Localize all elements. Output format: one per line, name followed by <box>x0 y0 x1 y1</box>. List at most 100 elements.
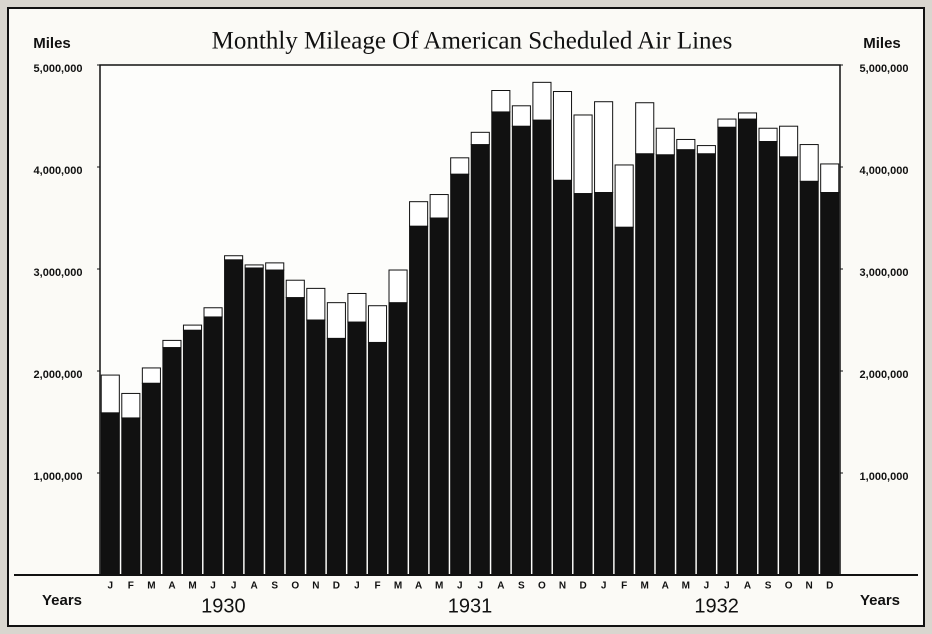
plot-area <box>99 64 841 576</box>
x-tick-label: M <box>641 581 649 592</box>
bar-segment <box>635 153 655 576</box>
x-tick-label: S <box>765 581 772 592</box>
y-tick-label: 5,000,000 <box>34 63 83 75</box>
x-tick-label: M <box>394 581 402 592</box>
bar-segment <box>820 163 840 194</box>
bar-segment <box>758 127 778 143</box>
bar-segment <box>779 156 799 576</box>
bar-segment <box>121 417 141 576</box>
x-tick-label: J <box>457 581 463 592</box>
bar-segment <box>285 279 305 299</box>
x-tick-label: A <box>662 581 669 592</box>
y-tick-label: 3,000,000 <box>34 267 83 279</box>
bar-segment <box>347 292 367 323</box>
x-tick-label: J <box>477 581 483 592</box>
x-tick-label: J <box>231 581 237 592</box>
bar-segment <box>182 329 203 576</box>
bar-segment <box>594 101 614 193</box>
bar-segment <box>306 319 326 576</box>
x-axis-label: Years <box>42 592 82 609</box>
x-tick-label: O <box>291 581 299 592</box>
bar-segment <box>141 382 161 576</box>
x-tick-label: F <box>374 581 380 592</box>
bar-segment <box>737 118 758 576</box>
y2-tick-label: 2,000,000 <box>860 369 909 381</box>
bar-segment <box>552 91 573 181</box>
x-tick-label: F <box>621 581 627 592</box>
bar-segment <box>244 264 264 269</box>
x-tick-label: A <box>168 581 175 592</box>
x-tick-label: M <box>188 581 196 592</box>
x-tick-label: D <box>333 581 340 592</box>
x-tick-label: D <box>826 581 833 592</box>
y-tick-label: 2,000,000 <box>34 369 83 381</box>
y-tick-label: 4,000,000 <box>34 165 83 177</box>
y2-tick-label: 4,000,000 <box>860 165 909 177</box>
x-tick-label: N <box>312 581 319 592</box>
x-tick-label: F <box>128 581 134 592</box>
bar-segment <box>409 225 429 576</box>
x-tick-label: O <box>785 581 793 592</box>
bar-segment <box>141 367 161 384</box>
x-tick-label: S <box>271 581 278 592</box>
bar-segment <box>326 302 346 339</box>
bar-segment <box>182 324 203 331</box>
y2-tick-label: 5,000,000 <box>860 63 909 75</box>
x-tick-label: S <box>518 581 525 592</box>
bar-segment <box>573 193 593 576</box>
bar-segment <box>121 392 141 419</box>
x-tick-label: M <box>682 581 690 592</box>
bar-segment <box>614 226 634 576</box>
bar-segment <box>429 217 449 576</box>
bar-segment <box>511 125 531 576</box>
bar-segment <box>100 374 120 414</box>
x-tick-label: D <box>579 581 586 592</box>
bar-segment <box>224 255 244 261</box>
bar-segment <box>326 337 346 576</box>
x-tick-label: N <box>806 581 813 592</box>
bar-segment <box>450 157 470 175</box>
bar-segment <box>450 173 470 576</box>
bar-segment <box>470 131 490 146</box>
bar-segment <box>388 302 408 576</box>
bar-segment <box>676 149 696 576</box>
x-tick-label: A <box>497 581 504 592</box>
x-tick-label: J <box>704 581 710 592</box>
bar-segment <box>655 127 675 156</box>
bar-segment <box>429 194 449 219</box>
bar-segment <box>347 321 367 576</box>
x-tick-label: M <box>147 581 155 592</box>
bar-segment <box>676 138 696 151</box>
bar-segment <box>820 192 840 576</box>
x-tick-label: J <box>107 581 113 592</box>
bar-segment <box>573 114 593 195</box>
x-tick-label: A <box>744 581 751 592</box>
x-tick-label: N <box>559 581 566 592</box>
bar-segment <box>244 267 264 576</box>
bar-segment <box>162 347 182 576</box>
y-axis-label: Miles <box>33 35 71 52</box>
bar-segment <box>594 192 614 576</box>
bar-segment <box>285 297 305 576</box>
bar-segment <box>306 287 326 321</box>
bar-segment <box>799 180 819 576</box>
bar-segment <box>100 412 120 576</box>
year-label: 1931 <box>448 595 493 617</box>
x-tick-label: A <box>251 581 258 592</box>
x-tick-label: O <box>538 581 546 592</box>
bar-segment <box>532 119 552 576</box>
bar-segment <box>367 305 388 343</box>
bar-segment <box>799 144 819 182</box>
bar-segment <box>635 102 655 155</box>
bar-segment <box>696 153 716 576</box>
x-tick-label: J <box>354 581 360 592</box>
y2-tick-label: 1,000,000 <box>860 471 909 483</box>
x-tick-label: A <box>415 581 422 592</box>
year-label: 1930 <box>201 595 246 617</box>
bar-segment <box>491 90 511 113</box>
y2-axis-label: Miles <box>863 35 901 52</box>
x-tick-label: J <box>724 581 730 592</box>
x-tick-label: M <box>435 581 443 592</box>
chart-title: Monthly Mileage Of American Scheduled Ai… <box>212 28 733 55</box>
